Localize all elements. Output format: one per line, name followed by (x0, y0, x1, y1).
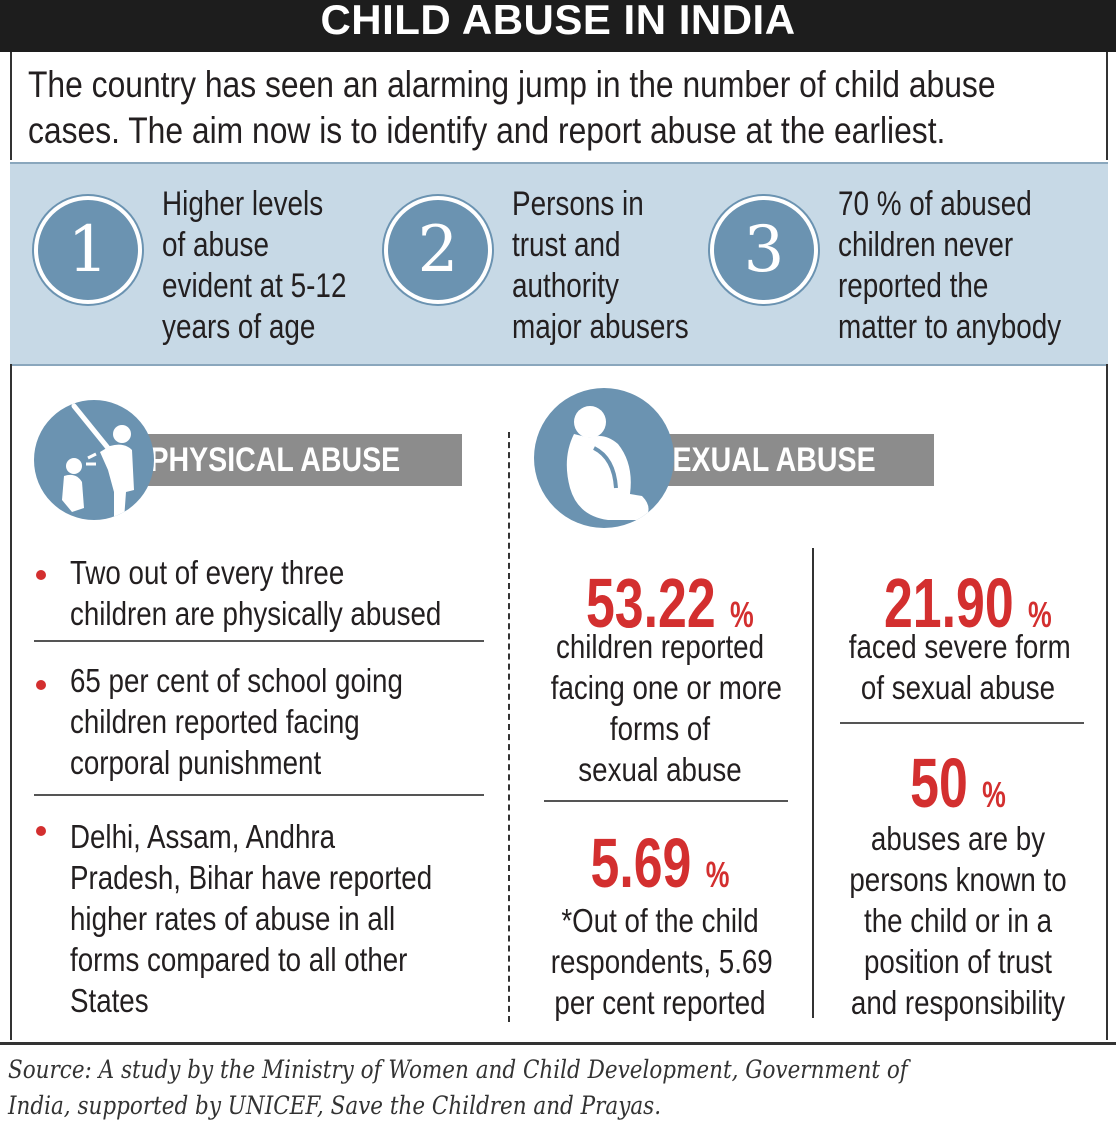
bullet-line: higher rates of abuse in all (70, 900, 396, 937)
bullet-line: children reported facing (70, 703, 360, 740)
fact-line: trust and (512, 226, 621, 264)
fact-line: children never (838, 226, 1014, 264)
physical-abuse-label-text: PHYSICAL ABUSE (149, 441, 401, 479)
stat-divider (544, 800, 788, 802)
physical-abuse-icon (34, 400, 154, 520)
stat-number: 21.90 (884, 564, 1014, 642)
stat-unit: % (705, 854, 730, 895)
stat-description: *Out of the child respondents, 5.69 per … (550, 900, 773, 1023)
stat-line: *Out of the child (561, 902, 759, 939)
fact-line: major abusers (512, 308, 689, 346)
sexual-abuse-label-text: SEXUAL ABUSE (653, 441, 876, 479)
source-note: Source: A study by the Ministry of Women… (8, 1052, 1100, 1124)
bullet-line: Two out of every three (70, 554, 345, 591)
stat-line: respondents, 5.69 (550, 943, 773, 980)
fact-number-1: 1 (34, 196, 142, 304)
bullet-divider (34, 794, 484, 796)
stat-description: children reported facing one or more for… (550, 626, 782, 790)
stat-value: 50 % (884, 748, 1032, 830)
adult-beating-child-icon (62, 403, 134, 520)
physical-abuse-label: PHYSICAL ABUSE (136, 434, 462, 486)
intro-line: cases. The aim now is to identify and re… (28, 110, 946, 151)
stat-divider (840, 722, 1084, 724)
physical-bullet-2: 65 per cent of school going children rep… (70, 660, 403, 783)
fact-text-3: 70 % of abused children never reported t… (838, 184, 1061, 348)
title-bar (0, 0, 1116, 52)
stat-line: abuses are by (870, 820, 1046, 857)
stat-line: facing one or more (550, 669, 782, 706)
fact-line: 70 % of abused (838, 185, 1032, 223)
fact-line: of abuse (162, 226, 269, 264)
stat-value: 21.90 % (884, 568, 1052, 650)
lower-panel (10, 364, 1108, 1040)
bullet-line: 65 per cent of school going (70, 662, 403, 699)
stat-line: the child or in a (863, 902, 1053, 939)
stat-number: 50 (910, 744, 968, 822)
bullet-line: forms compared to all other (70, 941, 408, 978)
stat-number: 5.69 (590, 824, 692, 902)
stat-line: persons known to (849, 861, 1067, 898)
stat-description: abuses are by persons known to the child… (849, 818, 1067, 1023)
fact-text-2: Persons in trust and authority major abu… (512, 184, 689, 348)
intro-text: The country has seen an alarming jump in… (28, 62, 1094, 154)
bullet-dot (36, 570, 46, 580)
fact-line: matter to anybody (838, 308, 1062, 346)
physical-bullet-1: Two out of every three children are phys… (70, 552, 441, 634)
stat-line: faced severe form (848, 628, 1071, 665)
intro-box (10, 52, 1108, 160)
source-line: Source: A study by the Ministry of Women… (8, 1055, 908, 1084)
key-facts-band (10, 162, 1108, 366)
stat-value: 5.69 % (586, 828, 734, 910)
bullet-dot (36, 826, 46, 836)
stat-line: and responsibility (850, 984, 1066, 1021)
stat-line: per cent reported (554, 984, 766, 1021)
fact-line: authority (512, 267, 619, 305)
bullet-line: corporal punishment (70, 744, 322, 781)
bullet-line: Delhi, Assam, Andhra (70, 818, 336, 855)
physical-bullet-3: Delhi, Assam, Andhra Pradesh, Bihar have… (70, 816, 432, 1021)
stat-line: of sexual abuse (860, 669, 1056, 706)
stat-line: sexual abuse (578, 751, 742, 788)
sexual-abuse-icon (534, 388, 674, 528)
bullet-dot (36, 680, 46, 690)
fact-line: years of age (162, 308, 316, 346)
sexual-abuse-label: SEXUAL ABUSE (640, 434, 934, 486)
source-line: India, supported by UNICEF, Save the Chi… (8, 1091, 662, 1120)
fact-line: Higher levels (162, 185, 324, 223)
fact-number-2: 2 (384, 196, 492, 304)
bullet-line: States (70, 982, 149, 1019)
stat-description: faced severe form of sexual abuse (848, 626, 1071, 708)
fact-number-3: 3 (710, 196, 818, 304)
bullet-line: children are physically abused (70, 595, 442, 632)
stat-unit: % (730, 594, 754, 635)
crouching-child-icon (566, 406, 649, 520)
bullet-divider (34, 640, 484, 642)
fact-text-1: Higher levels of abuse evident at 5-12 y… (162, 184, 346, 348)
bullet-line: Pradesh, Bihar have reported (70, 859, 433, 896)
fact-line: Persons in (512, 185, 644, 223)
intro-line: The country has seen an alarming jump in… (28, 64, 996, 105)
stat-value: 53.22 % (586, 568, 754, 650)
stat-number: 53.22 (586, 564, 716, 642)
stat-line: children reported (555, 628, 765, 665)
fact-line: reported the (838, 267, 989, 305)
source-rule (0, 1042, 1116, 1045)
stat-line: position of trust (864, 943, 1052, 980)
stat-line: forms of (609, 710, 711, 747)
page-title: CHILD ABUSE IN INDIA (320, 0, 796, 43)
stat-column-divider (812, 548, 814, 1018)
stat-unit: % (982, 774, 1006, 815)
section-divider (508, 432, 510, 1022)
stat-unit: % (1028, 594, 1052, 635)
fact-line: evident at 5-12 (162, 267, 347, 305)
